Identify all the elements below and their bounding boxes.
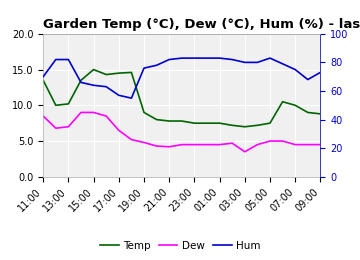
Dew <box>217 143 222 146</box>
Temp <box>293 104 297 107</box>
Temp <box>104 73 108 76</box>
Dew <box>268 139 272 142</box>
Hum <box>142 67 146 70</box>
Hum <box>66 58 71 61</box>
Temp <box>268 122 272 125</box>
Dew <box>180 143 184 146</box>
Temp <box>41 79 45 82</box>
Temp <box>117 72 121 75</box>
Hum <box>217 57 222 60</box>
Hum <box>192 57 197 60</box>
Dew <box>117 129 121 132</box>
Hum <box>104 85 108 88</box>
Hum <box>117 94 121 97</box>
Temp <box>54 104 58 107</box>
Dew <box>293 143 297 146</box>
Text: Garden Temp (°C), Dew (°C), Hum (%) - last 24 hours: Garden Temp (°C), Dew (°C), Hum (%) - la… <box>43 18 360 31</box>
Dew <box>280 139 285 142</box>
Dew <box>91 111 96 114</box>
Hum <box>54 58 58 61</box>
Hum <box>306 78 310 81</box>
Temp <box>280 100 285 103</box>
Dew <box>255 143 260 146</box>
Hum <box>41 75 45 78</box>
Dew <box>318 143 323 146</box>
Hum <box>268 57 272 60</box>
Hum <box>230 58 234 61</box>
Hum <box>91 84 96 87</box>
Temp <box>318 112 323 115</box>
Dew <box>54 127 58 130</box>
Temp <box>230 124 234 127</box>
Legend: Temp, Dew, Hum: Temp, Dew, Hum <box>96 236 264 255</box>
Temp <box>66 102 71 106</box>
Hum <box>205 57 209 60</box>
Temp <box>142 111 146 114</box>
Temp <box>205 122 209 125</box>
Hum <box>293 68 297 71</box>
Temp <box>154 118 159 121</box>
Hum <box>129 97 134 100</box>
Hum <box>280 62 285 66</box>
Dew <box>192 143 197 146</box>
Hum <box>154 64 159 67</box>
Dew <box>66 125 71 128</box>
Temp <box>255 124 260 127</box>
Temp <box>217 122 222 125</box>
Hum <box>318 71 323 74</box>
Hum <box>243 61 247 64</box>
Temp <box>180 120 184 123</box>
Line: Dew: Dew <box>43 112 320 152</box>
Hum <box>255 61 260 64</box>
Temp <box>167 120 171 123</box>
Temp <box>79 79 83 82</box>
Line: Temp: Temp <box>43 69 320 127</box>
Dew <box>41 114 45 118</box>
Dew <box>230 142 234 145</box>
Dew <box>154 145 159 148</box>
Dew <box>243 150 247 153</box>
Temp <box>192 122 197 125</box>
Hum <box>79 81 83 84</box>
Line: Hum: Hum <box>43 58 320 98</box>
Temp <box>91 68 96 71</box>
Temp <box>243 125 247 128</box>
Dew <box>205 143 209 146</box>
Dew <box>142 141 146 144</box>
Temp <box>306 111 310 114</box>
Dew <box>167 145 171 148</box>
Dew <box>79 111 83 114</box>
Hum <box>180 57 184 60</box>
Dew <box>129 138 134 141</box>
Temp <box>129 71 134 74</box>
Dew <box>306 143 310 146</box>
Hum <box>167 58 171 61</box>
Dew <box>104 114 108 118</box>
